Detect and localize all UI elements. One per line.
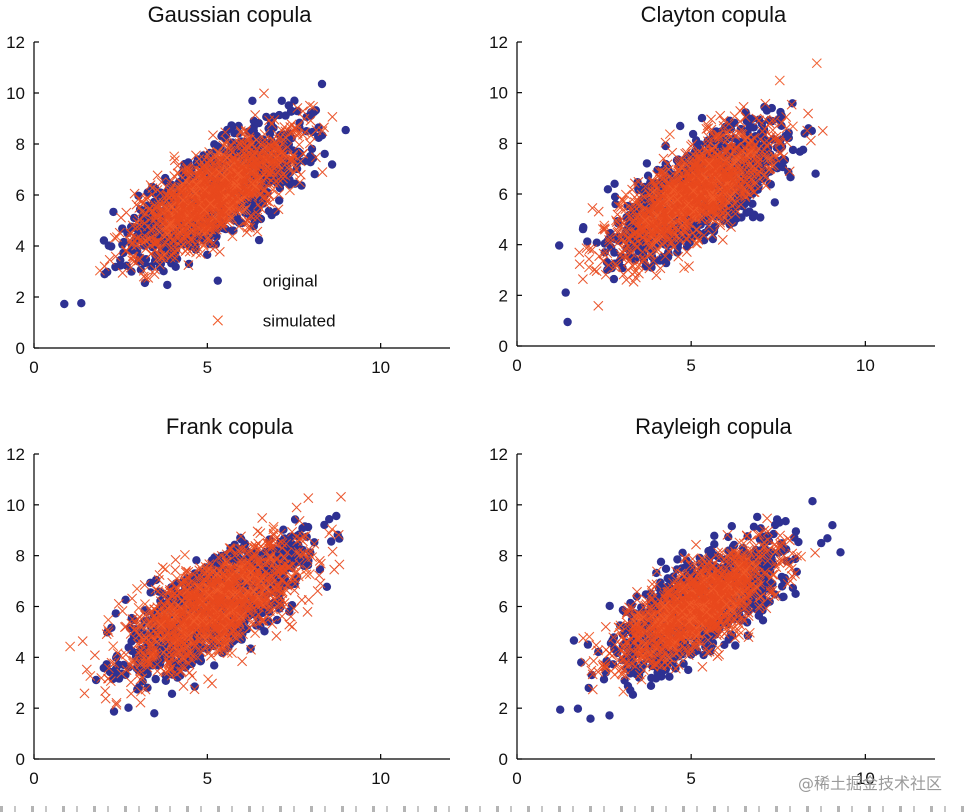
original-point [306,152,314,160]
original-point [163,281,171,289]
original-point [676,122,684,130]
simulated-point [775,76,784,85]
y-tick-label: 8 [16,135,25,154]
simulated-point [804,109,813,118]
simulated-point [296,170,305,179]
original-point [610,180,618,188]
original-point [255,119,263,127]
simulated-point [630,193,639,202]
legend-original-label: original [263,272,318,291]
original-point [555,241,563,249]
original-point [255,236,263,244]
original-point [610,275,618,283]
original-point [77,299,85,307]
original-point [318,80,326,88]
x-tick-label: 5 [203,358,212,377]
simulated-point [318,168,327,177]
original-point [643,159,651,167]
original-point [750,123,758,131]
simulated-point [575,260,584,269]
simulated-point [208,131,217,140]
simulated-point [818,126,827,135]
original-point [768,104,776,112]
original-point [789,146,797,154]
simulated-point [259,89,268,98]
simulated-point [812,59,821,68]
legend-simulated-marker [213,316,223,326]
original-point [563,318,571,326]
y-tick-label: 4 [16,237,25,256]
y-tick-label: 10 [6,84,25,103]
simulated-point [215,247,224,256]
original-point [328,160,336,168]
original-point [776,108,784,116]
simulated-point [122,208,131,217]
original-point [771,198,779,206]
original-point [745,207,753,215]
x-tick-label: 10 [371,358,390,377]
simulated-point [665,130,674,139]
original-point [248,97,256,105]
simulated-point [668,148,677,157]
simulated-point [806,136,815,145]
legend-original-marker [214,276,222,284]
chart-title: Clayton copula [641,2,787,27]
y-tick-label: 0 [16,339,25,358]
original-point [709,235,717,243]
original-point [100,236,108,244]
original-point [698,114,706,122]
original-point [278,97,286,105]
original-point [579,225,587,233]
chart-1: Gaussian copula 0 2 4 6 8 10 12 0 5 10 original simu… [6,2,450,377]
original-point [811,170,819,178]
chart-title: Gaussian copula [148,2,313,27]
original-point [562,288,570,296]
y-tick-label: 12 [6,33,25,52]
original-point [604,185,612,193]
original-point [796,148,804,156]
simulated-point [118,268,127,277]
original-point [342,126,350,134]
original-point [321,150,329,158]
plot-area [555,59,827,327]
legend: original simulated [213,272,336,331]
copula-scatter-figure: Gaussian copula 0 2 4 6 8 10 12 0 5 10 original simu… [0,0,964,812]
simulated-point [578,275,587,284]
simulated-point [328,112,337,121]
simulated-point [594,301,603,310]
original-point [311,170,319,178]
original-point [137,266,145,274]
original-point [111,263,119,271]
original-point [808,127,816,135]
legend-simulated-label: simulated [263,311,336,330]
y-tick-label: 2 [16,288,25,307]
x-tick-label: 0 [29,358,38,377]
original-point [285,101,293,109]
original-point [109,208,117,216]
original-point [107,242,115,250]
original-point [60,300,68,308]
y-tick-label: 6 [16,186,25,205]
original-point [172,263,180,271]
simulated-point [788,122,797,131]
simulated-point [716,111,725,120]
